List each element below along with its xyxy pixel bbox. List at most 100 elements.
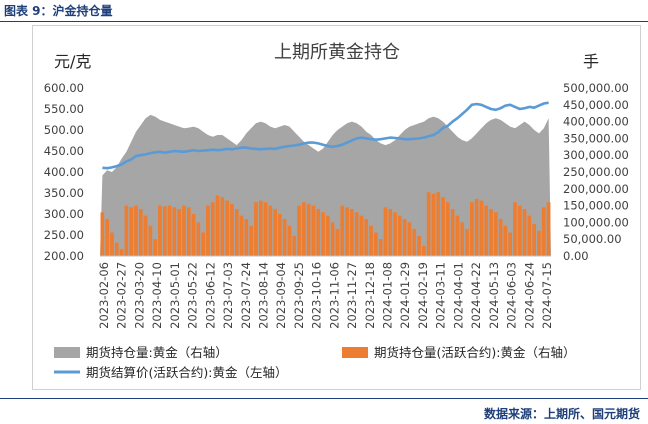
right-tick-label: 350,000.00 [563, 131, 629, 145]
active-oi-bar [177, 209, 181, 256]
active-oi-bar [311, 205, 316, 256]
active-oi-bar [158, 205, 162, 256]
active-oi-bar [441, 197, 445, 256]
active-oi-bar [153, 239, 157, 256]
left-tick-label: 400.00 [44, 165, 84, 179]
left-tick-label: 200.00 [44, 249, 84, 263]
bottom-divider [0, 398, 648, 399]
active-oi-bar [541, 207, 546, 256]
left-axis-unit: 元/克 [54, 52, 91, 71]
active-oi-bar [503, 225, 508, 256]
active-oi-bar [162, 206, 167, 256]
active-oi-bar [244, 219, 249, 256]
x-tick-label: 2023-09-04 [274, 262, 288, 329]
active-oi-bar [465, 229, 469, 256]
x-tick-label: 2023-11-27 [345, 262, 359, 329]
active-oi-bar [225, 200, 229, 256]
active-oi-bar [167, 205, 172, 256]
x-tick-label: 2024-01-29 [398, 262, 412, 329]
x-tick-label: 2024-05-13 [487, 262, 501, 329]
active-oi-bar [508, 232, 512, 256]
active-oi-bar [364, 219, 369, 256]
active-oi-bar [292, 235, 297, 256]
active-oi-bar [230, 203, 234, 256]
right-axis-unit: 手 [583, 52, 599, 71]
active-oi-bar [374, 232, 378, 256]
active-oi-bar [191, 214, 196, 256]
x-tick-label: 2023-06-12 [203, 262, 217, 329]
left-tick-label: 300.00 [44, 207, 84, 221]
active-oi-bar [446, 202, 450, 256]
active-oi-bar [273, 209, 277, 256]
x-tick-label: 2024-01-08 [381, 262, 395, 329]
active-oi-bar [422, 245, 426, 256]
active-oi-bar [234, 209, 239, 256]
active-oi-bar [470, 202, 474, 256]
total-oi-area [100, 114, 551, 257]
active-oi-bar [268, 205, 273, 256]
active-oi-bar [196, 222, 201, 256]
active-oi-bar [110, 232, 114, 256]
active-oi-bar [239, 215, 244, 256]
active-oi-bar [258, 200, 263, 256]
active-oi-bar [431, 193, 436, 256]
x-tick-label: 2024-06-24 [522, 262, 536, 329]
x-tick-label: 2023-03-20 [132, 262, 146, 329]
active-oi-bar [263, 202, 268, 256]
left-tick-label: 500.00 [44, 123, 84, 137]
active-oi-bar [402, 219, 407, 256]
active-oi-bar [546, 202, 551, 256]
active-oi-bar [134, 205, 138, 256]
active-oi-bar [527, 215, 532, 256]
right-tick-label: 450,000.00 [563, 98, 629, 112]
left-tick-label: 550.00 [44, 102, 84, 116]
active-oi-bar [426, 192, 431, 256]
active-oi-bar [398, 215, 402, 256]
active-oi-bar [105, 219, 109, 256]
x-tick-label: 2024-06-03 [505, 262, 519, 329]
left-tick-label: 250.00 [44, 228, 84, 242]
active-oi-bar [522, 209, 527, 256]
x-tick-label: 2023-11-06 [327, 262, 341, 329]
active-oi-bar [494, 212, 498, 256]
active-oi-bar [513, 202, 517, 256]
caption-divider [0, 21, 648, 22]
active-oi-bar [201, 232, 205, 256]
figure-caption: 图表 9：沪金持仓量 [4, 4, 113, 18]
active-oi-bar [129, 207, 133, 256]
x-tick-label: 2023-05-01 [168, 262, 182, 329]
active-oi-bar [359, 215, 364, 256]
legend-label-price: 期货结算价(活跃合约):黄金（左轴） [86, 365, 287, 380]
x-tick-label: 2023-08-14 [257, 262, 271, 329]
active-oi-bar [383, 207, 388, 256]
active-oi-bar [354, 212, 359, 256]
active-oi-bar [498, 219, 503, 256]
active-oi-bar [206, 205, 210, 256]
x-tick-label: 2023-02-06 [97, 262, 111, 329]
active-oi-bar [182, 205, 186, 256]
x-tick-label: 2023-07-24 [239, 262, 253, 329]
x-tick-label: 2024-04-22 [469, 262, 483, 329]
active-oi-bar [407, 222, 412, 256]
active-oi-bar [417, 235, 421, 256]
x-tick-label: 2023-12-18 [363, 262, 377, 329]
x-tick-label: 2024-03-11 [434, 262, 448, 329]
right-tick-label: 250,000.00 [563, 165, 629, 179]
active-oi-bar [254, 202, 258, 256]
active-oi-bar [537, 230, 541, 256]
active-oi-bar [148, 225, 153, 256]
active-oi-bar [393, 212, 397, 256]
active-oi-bar [215, 195, 220, 256]
x-tick-label: 2023-10-16 [310, 262, 324, 329]
active-oi-bar [460, 222, 465, 256]
active-oi-bar [100, 212, 105, 256]
x-tick-label: 2024-04-01 [451, 262, 465, 329]
active-oi-bar [474, 198, 479, 256]
active-oi-bar [306, 203, 311, 256]
active-oi-bar [479, 200, 484, 256]
active-oi-bar [287, 225, 292, 256]
active-oi-bar [186, 207, 191, 256]
left-tick-label: 600.00 [44, 81, 84, 95]
active-oi-bar [321, 212, 325, 256]
x-tick-label: 2023-09-25 [292, 262, 306, 329]
